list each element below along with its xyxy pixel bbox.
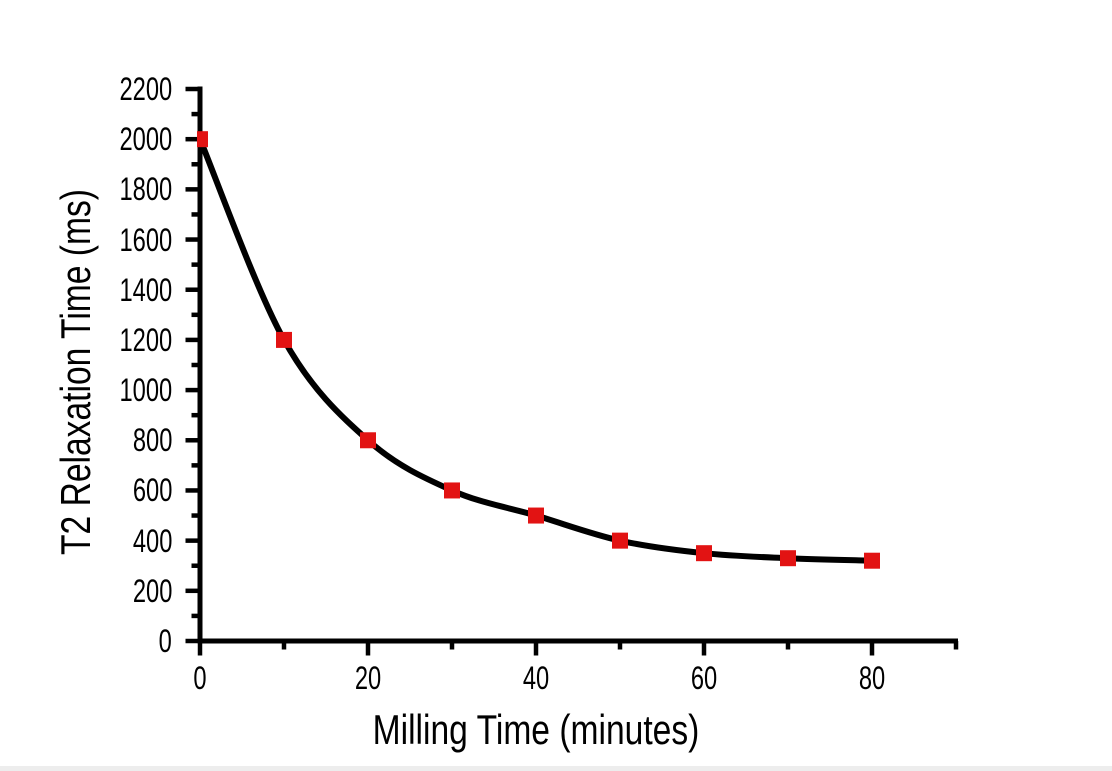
data-point-marker [197, 131, 208, 148]
y-tick-label: 200 [132, 572, 172, 609]
y-tick-label: 1400 [119, 271, 172, 308]
data-point-marker [528, 507, 544, 524]
x-tick-labels: 0 20 40 60 80 [0, 662, 1112, 702]
y-axis [185, 86, 203, 644]
y-tick-label: 1200 [119, 321, 172, 358]
y-tick-label: 2200 [119, 71, 172, 107]
y-tick-labels: 0 200 400 600 800 1000 1200 1400 1600 1800 2000 220… [0, 0, 172, 771]
data-point-marker [444, 482, 460, 499]
y-tick-label: 600 [132, 472, 172, 509]
x-axis [197, 638, 959, 656]
x-axis-title: Milling Time (minutes) [372, 706, 700, 753]
x-tick-label: 80 [858, 660, 886, 696]
y-tick-label: 1600 [119, 221, 172, 258]
y-tick-label: 1000 [119, 372, 172, 409]
x-tick-label: 40 [522, 660, 550, 696]
data-points [197, 131, 880, 569]
data-point-marker [780, 550, 796, 567]
x-tick-label: 60 [690, 660, 718, 696]
y-axis-title: T2 Relaxation Time (ms) [52, 189, 99, 555]
y-tick-label: 800 [132, 422, 172, 459]
y-tick-label: 400 [132, 522, 172, 559]
fit-curve [197, 138, 873, 564]
data-point-marker [612, 532, 628, 549]
x-tick-label: 20 [354, 660, 382, 696]
y-tick-label: 0 [158, 623, 172, 659]
y-tick-label: 2000 [119, 121, 172, 158]
y-tick-label: 1800 [119, 171, 172, 208]
data-point-marker [696, 545, 712, 562]
data-point-marker [360, 432, 376, 449]
data-point-marker [276, 331, 292, 348]
fit-curve-path [197, 138, 873, 564]
data-point-marker [864, 552, 880, 569]
x-tick-label: 0 [193, 660, 207, 696]
scan-artifact-strip [0, 766, 1112, 771]
